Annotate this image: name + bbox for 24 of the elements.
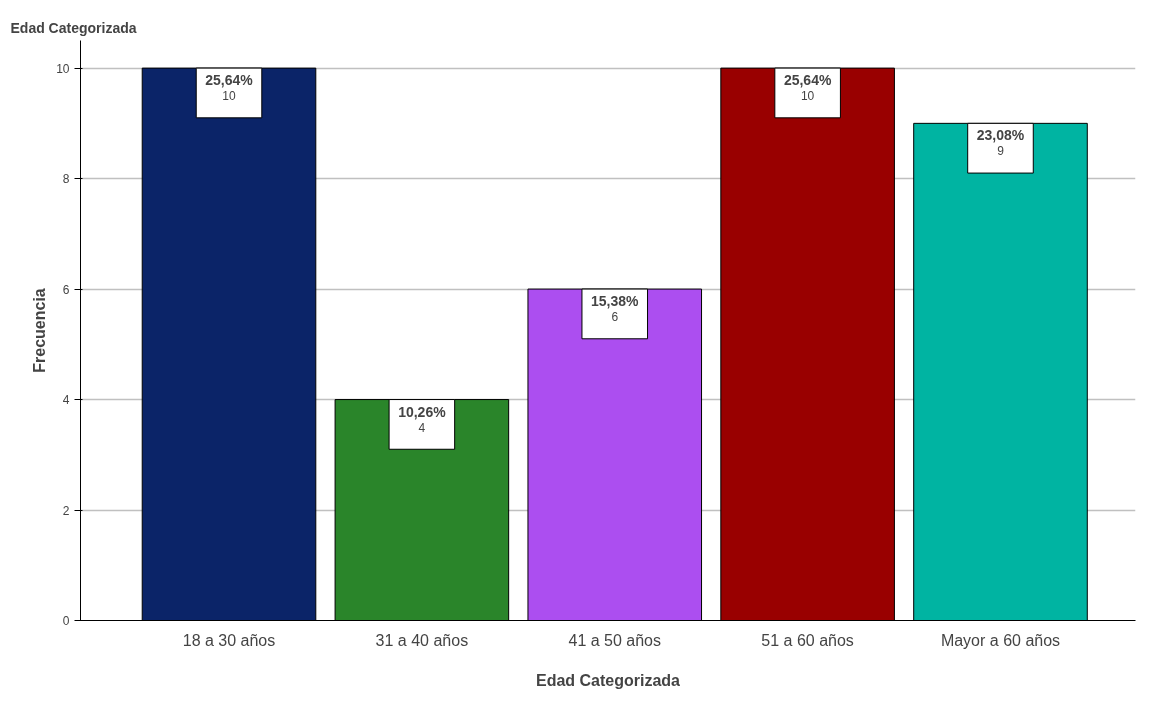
y-tick-label: 8 <box>62 172 70 187</box>
y-tick-label: 6 <box>62 282 70 297</box>
y-tick-label: 2 <box>62 503 70 518</box>
x-tick-label: 18 a 30 años <box>182 631 276 649</box>
x-tick-label: 41 a 50 años <box>568 631 662 649</box>
annotation: 25,64% <box>783 72 832 89</box>
data-label: 10 <box>800 89 815 104</box>
y-axis-title: Frecuencia <box>31 288 49 373</box>
data-label: 6 <box>611 310 619 325</box>
y-tick-label: 10 <box>56 61 70 76</box>
data-label: 4 <box>418 420 426 435</box>
annotation: 15,38% <box>591 293 640 310</box>
chart-title: Edad Categorizada <box>10 19 137 36</box>
annotation: 23,08% <box>976 127 1025 144</box>
data-label: 10 <box>222 89 237 104</box>
annotation: 10,26% <box>398 403 447 420</box>
x-axis-title: Edad Categorizada <box>535 671 681 689</box>
x-tick-label: Mayor a 60 años <box>940 631 1061 649</box>
annotation: 25,64% <box>205 72 254 89</box>
y-tick-label: 0 <box>62 614 70 628</box>
y-tick-label: 4 <box>62 393 70 408</box>
x-tick-label: 51 a 60 años <box>761 631 854 649</box>
data-label: 9 <box>997 144 1005 159</box>
x-tick-label: 31 a 40 años <box>375 631 469 649</box>
